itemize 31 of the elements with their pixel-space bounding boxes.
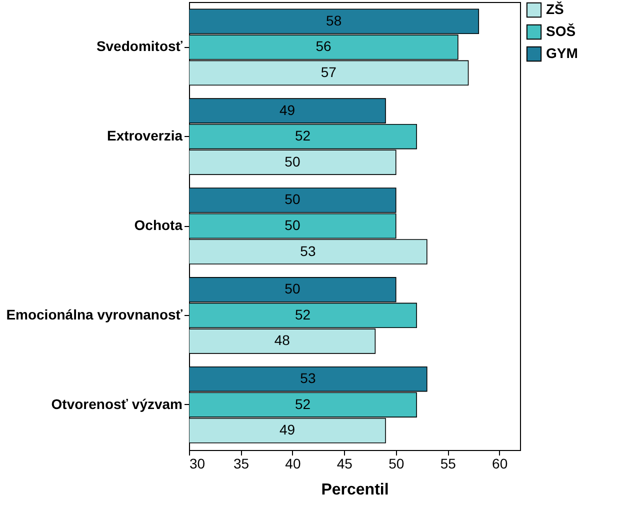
data-label: 58: [326, 12, 342, 28]
data-label: 52: [294, 128, 311, 144]
data-label: 50: [284, 217, 300, 233]
legend-label: SOŠ: [546, 23, 576, 39]
y-tick-label: Svedomitosť: [96, 38, 183, 54]
data-label: 49: [279, 102, 296, 118]
data-label: 50: [284, 280, 300, 297]
data-label: 48: [274, 332, 290, 348]
x-tick-label: 60: [492, 456, 508, 472]
x-tick-label: 40: [285, 456, 301, 472]
x-tick-label: 35: [233, 456, 250, 472]
data-label: 52: [294, 396, 311, 412]
data-label: 57: [320, 64, 337, 80]
legend-label: GYM: [546, 45, 578, 61]
data-label: 53: [300, 242, 316, 259]
x-tick-label: 55: [440, 456, 456, 472]
x-tick-label: 30: [190, 456, 206, 472]
legend-label: ZŠ: [546, 1, 564, 17]
x-tick-label: 50: [388, 456, 404, 472]
data-label: 50: [284, 153, 300, 170]
data-label: 56: [316, 38, 332, 54]
data-label: 53: [300, 370, 316, 386]
y-tick-label: Emocionálna vyrovnanosť: [6, 306, 183, 322]
y-tick-label: Otvorenosť výzvam: [51, 396, 182, 412]
data-label: 50: [284, 191, 300, 208]
y-tick-label: Ochota: [134, 217, 183, 233]
data-label: 49: [279, 422, 296, 438]
x-axis-title: Percentil: [321, 482, 389, 498]
data-label: 52: [294, 306, 311, 322]
x-tick-label: 45: [336, 456, 353, 472]
y-tick-label: Extroverzia: [107, 128, 183, 144]
